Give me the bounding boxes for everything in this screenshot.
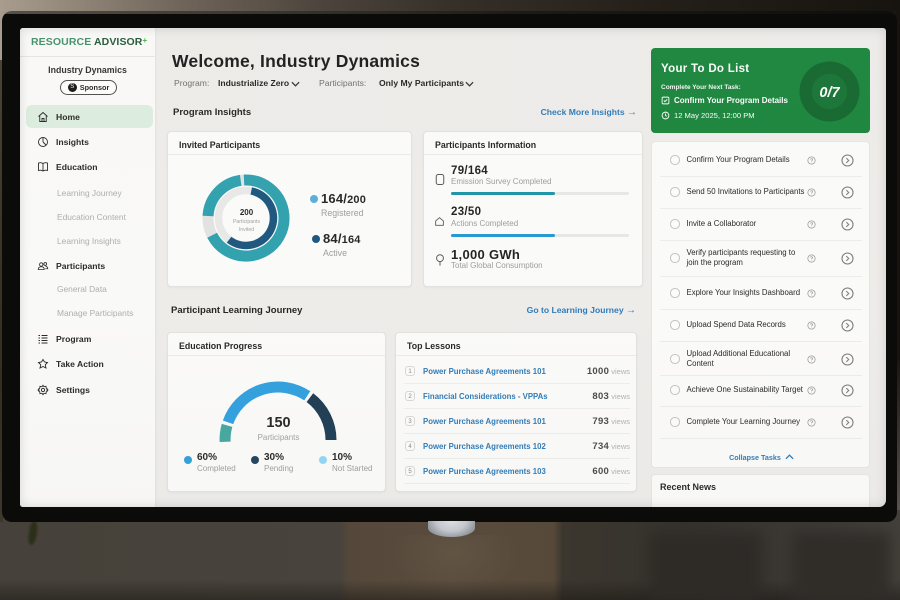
svg-text:0/7: 0/7 <box>819 85 840 101</box>
